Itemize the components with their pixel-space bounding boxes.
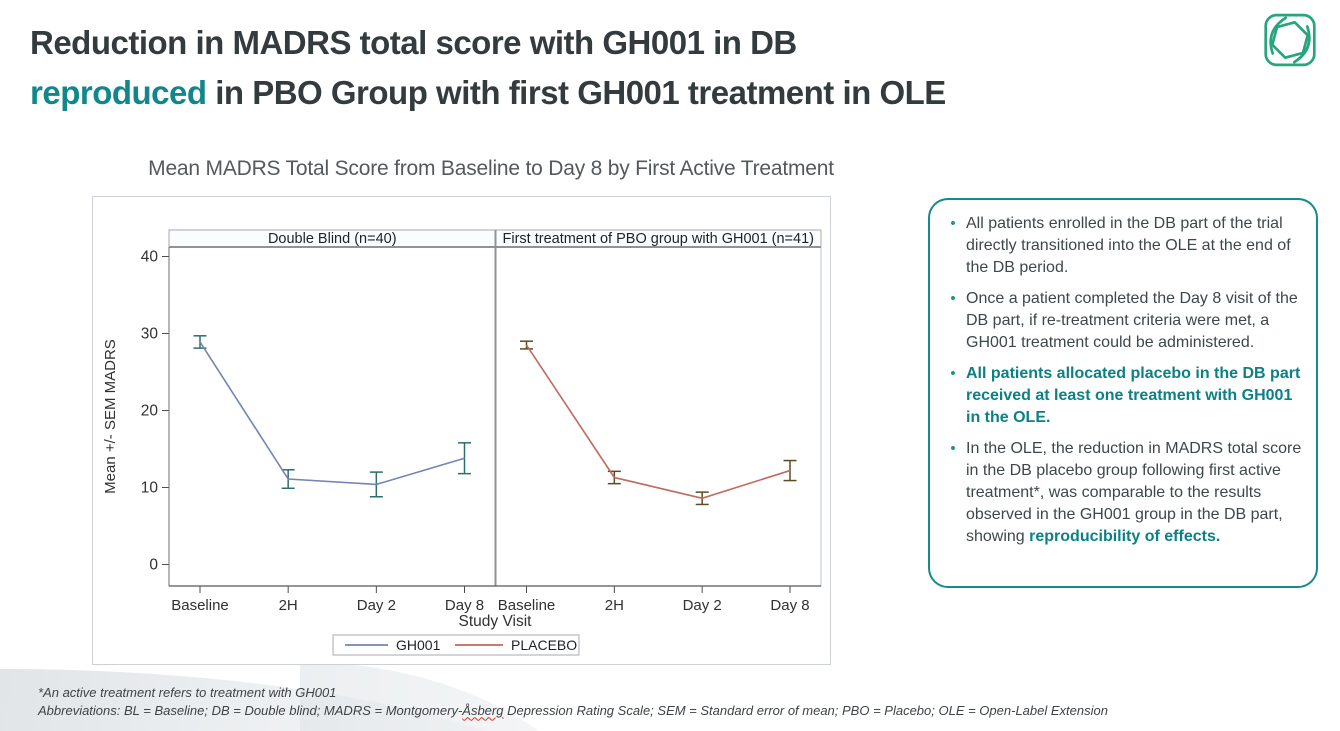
company-logo bbox=[1263, 11, 1317, 69]
y-tick-label: 20 bbox=[141, 403, 159, 420]
bullet-text: All patients allocated placebo in the DB… bbox=[966, 363, 1304, 429]
slide-title: Reduction in MADRS total score with GH00… bbox=[30, 18, 946, 118]
logo-curve-left bbox=[1269, 16, 1288, 55]
bullet-segment: All patients allocated placebo in the DB… bbox=[966, 365, 1301, 426]
bullet-text: All patients enrolled in the DB part of … bbox=[966, 213, 1304, 279]
x-tick-label: 2H bbox=[605, 597, 624, 614]
bullet-text: Once a patient completed the Day 8 visit… bbox=[966, 288, 1304, 354]
info-box: • All patients enrolled in the DB part of… bbox=[928, 198, 1318, 588]
bullet-dot-icon: • bbox=[950, 440, 956, 457]
footnote-abbrev-post: Depression Rating Scale; SEM = Standard … bbox=[503, 702, 1108, 718]
madrs-chart: 0 10 20 30 40 Double Blind (n=40) Baseline 2H Da… bbox=[102, 229, 822, 656]
series-line-GH001 bbox=[199, 341, 465, 486]
bullet-dot-icon: • bbox=[950, 365, 956, 382]
legend-label-placebo: PLACEBO bbox=[511, 637, 577, 653]
bullet-segment: reproducibility of effects. bbox=[1029, 528, 1221, 545]
info-bullet: • All patients enrolled in the DB part of… bbox=[940, 213, 1304, 279]
info-bullet: • Once a patient completed the Day 8 visi… bbox=[940, 288, 1304, 354]
logo-icon bbox=[1264, 13, 1316, 67]
info-bullet: • All patients allocated placebo in the D… bbox=[940, 363, 1304, 429]
bullet-dot-icon: • bbox=[950, 290, 956, 307]
panel-header-label: First treatment of PBO group with GH001 … bbox=[503, 231, 814, 247]
chart-figure: 0 10 20 30 40 Double Blind (n=40) Baseline 2H Da… bbox=[92, 196, 831, 665]
info-box-list: • All patients enrolled in the DB part of… bbox=[940, 213, 1304, 548]
footnote-abbrev-pre: Abbreviations: BL = Baseline; DB = Doubl… bbox=[38, 702, 463, 718]
x-tick-label: Day 8 bbox=[445, 597, 484, 614]
series-line-PLACEBO bbox=[525, 344, 791, 500]
slide-title-line1: Reduction in MADRS total score with GH00… bbox=[30, 24, 797, 61]
logo-hexagon bbox=[1270, 20, 1310, 60]
x-tick-label: Day 8 bbox=[770, 597, 809, 614]
info-bullet: • In the OLE, the reduction in MADRS tota… bbox=[940, 438, 1304, 548]
y-tick-label: 0 bbox=[149, 557, 158, 574]
slide-title-line2-rest: in PBO Group with first GH001 treatment … bbox=[206, 74, 946, 111]
bullet-dot-icon: • bbox=[950, 215, 956, 232]
x-tick-label: Day 2 bbox=[357, 597, 396, 614]
chart-title: Mean MADRS Total Score from Baseline to … bbox=[148, 157, 834, 180]
y-tick-label: 10 bbox=[141, 480, 159, 497]
legend-label-gh001: GH001 bbox=[396, 637, 441, 653]
slide-title-line2: reproduced in PBO Group with first GH001… bbox=[30, 68, 946, 118]
x-tick-label: Day 2 bbox=[683, 597, 722, 614]
footnote-abbrev-wavy: Åsberg bbox=[462, 702, 504, 718]
x-axis-title: Study Visit bbox=[459, 613, 533, 630]
footnote-line1: *An active treatment refers to treatment… bbox=[38, 685, 337, 700]
footnote-line2: Abbreviations: BL = Baseline; DB = Doubl… bbox=[38, 702, 1108, 720]
slide-title-highlight: reproduced bbox=[30, 74, 207, 111]
logo-rounded-square bbox=[1264, 13, 1316, 67]
logo-curve-right bbox=[1292, 25, 1311, 64]
y-tick-label: 30 bbox=[141, 326, 159, 343]
bullet-segment: In the OLE, the reduction in MADRS total… bbox=[966, 440, 1302, 545]
bullet-text: In the OLE, the reduction in MADRS total… bbox=[966, 438, 1304, 548]
x-tick-label: Baseline bbox=[171, 597, 229, 614]
y-axis-title: Mean +/- SEM MADRS bbox=[102, 339, 119, 494]
bullet-segment: Once a patient completed the Day 8 visit… bbox=[966, 290, 1298, 351]
panel-header-label: Double Blind (n=40) bbox=[268, 231, 397, 247]
bullet-segment: All patients enrolled in the DB part of … bbox=[966, 215, 1291, 276]
footnotes: *An active treatment refers to treatment… bbox=[38, 684, 1108, 719]
y-tick-label: 40 bbox=[141, 249, 159, 266]
x-tick-label: Baseline bbox=[498, 597, 556, 614]
x-tick-label: 2H bbox=[279, 597, 298, 614]
